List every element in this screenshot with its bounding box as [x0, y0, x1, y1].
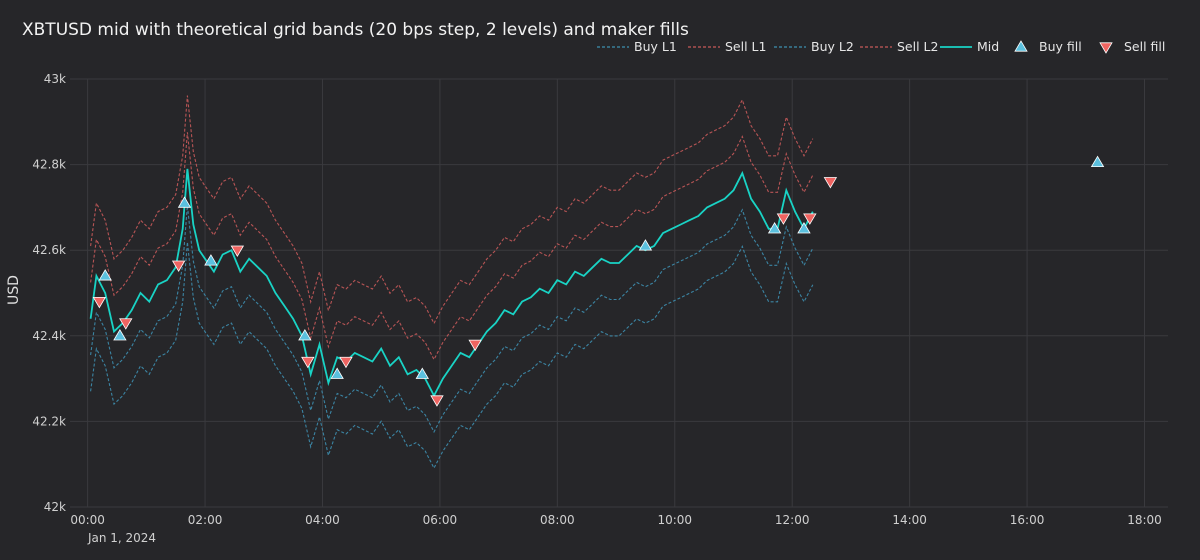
buy-fill-marker — [204, 254, 218, 266]
x-tick-label: 18:00 — [1127, 513, 1162, 527]
buy-fill-marker — [767, 222, 782, 234]
legend-label: Sell L2 — [897, 39, 938, 54]
sell-fill-marker — [430, 395, 444, 407]
sell-fill-marker — [230, 245, 245, 257]
legend-label: Sell fill — [1124, 39, 1165, 54]
band-sell-l2 — [90, 95, 814, 325]
y-tick-label: 43k — [44, 72, 66, 86]
y-tick-label: 42k — [44, 500, 66, 514]
buy-fill-marker — [98, 269, 112, 281]
x-tick-label: 02:00 — [188, 513, 223, 527]
legend-swatch — [1014, 40, 1028, 52]
legend-label: Mid — [977, 39, 999, 54]
x-tick-label: 12:00 — [775, 513, 810, 527]
buy-fill-marker — [298, 329, 312, 341]
y-tick-label: 42.6k — [32, 243, 66, 257]
fill-markers — [92, 155, 1105, 407]
sell-fill-marker — [119, 318, 133, 330]
legend-swatch — [1099, 42, 1113, 54]
legend-label: Buy L1 — [634, 39, 677, 54]
x-tick-label: 14:00 — [892, 513, 927, 527]
mid-series — [89, 168, 814, 398]
legend: Buy L1 Sell L1 Buy L2 Sell L2 Mid Buy fill Sel… — [597, 39, 1165, 54]
sell-fill-marker — [468, 339, 482, 352]
buy-fill-marker — [1090, 155, 1105, 168]
x-date-label: Jan 1, 2024 — [87, 531, 156, 545]
x-tick-label: 08:00 — [540, 513, 575, 527]
x-tick-label: 04:00 — [305, 513, 340, 527]
buy-fill-marker — [638, 239, 653, 251]
x-tick-label: 16:00 — [1010, 513, 1045, 527]
sell-fill-marker — [776, 213, 791, 225]
sell-fill-marker — [803, 213, 817, 225]
y-tick-label: 42.4k — [32, 329, 66, 343]
buy-fill-marker — [797, 222, 811, 234]
sell-fill-marker — [301, 356, 315, 369]
y-axis-label: USD — [6, 275, 22, 305]
legend-label: Sell L1 — [725, 39, 766, 54]
y-axis: 42k 42.2k 42.4k 42.6k 42.8k 43k — [32, 72, 66, 514]
band-sell-l1 — [90, 132, 814, 361]
legend-label: Buy L2 — [811, 39, 854, 54]
legend-label: Buy fill — [1039, 39, 1082, 54]
buy-fill-marker — [330, 367, 344, 379]
buy-fill-marker — [415, 367, 429, 379]
y-tick-label: 42.8k — [32, 158, 66, 172]
x-tick-label: 00:00 — [70, 513, 105, 527]
buy-fill-marker — [177, 196, 192, 208]
y-tick-label: 42.2k — [32, 414, 66, 428]
band-buy-l2 — [90, 242, 814, 470]
chart-title: XBTUSD mid with theoretical grid bands (… — [22, 20, 689, 40]
x-axis: 00:00 02:00 04:00 06:00 08:00 10:00 12:00 14:00… — [70, 513, 1161, 527]
x-tick-label: 10:00 — [657, 513, 692, 527]
sell-fill-marker — [823, 177, 838, 189]
grid — [70, 78, 1168, 508]
sell-fill-marker — [92, 296, 107, 309]
sell-fill-marker — [171, 260, 186, 272]
buy-fill-marker — [113, 329, 127, 341]
band-buy-l1 — [90, 205, 814, 434]
sell-fill-marker — [339, 356, 353, 369]
x-tick-label: 06:00 — [423, 513, 458, 527]
mid-line — [89, 168, 814, 398]
bands — [90, 95, 814, 470]
